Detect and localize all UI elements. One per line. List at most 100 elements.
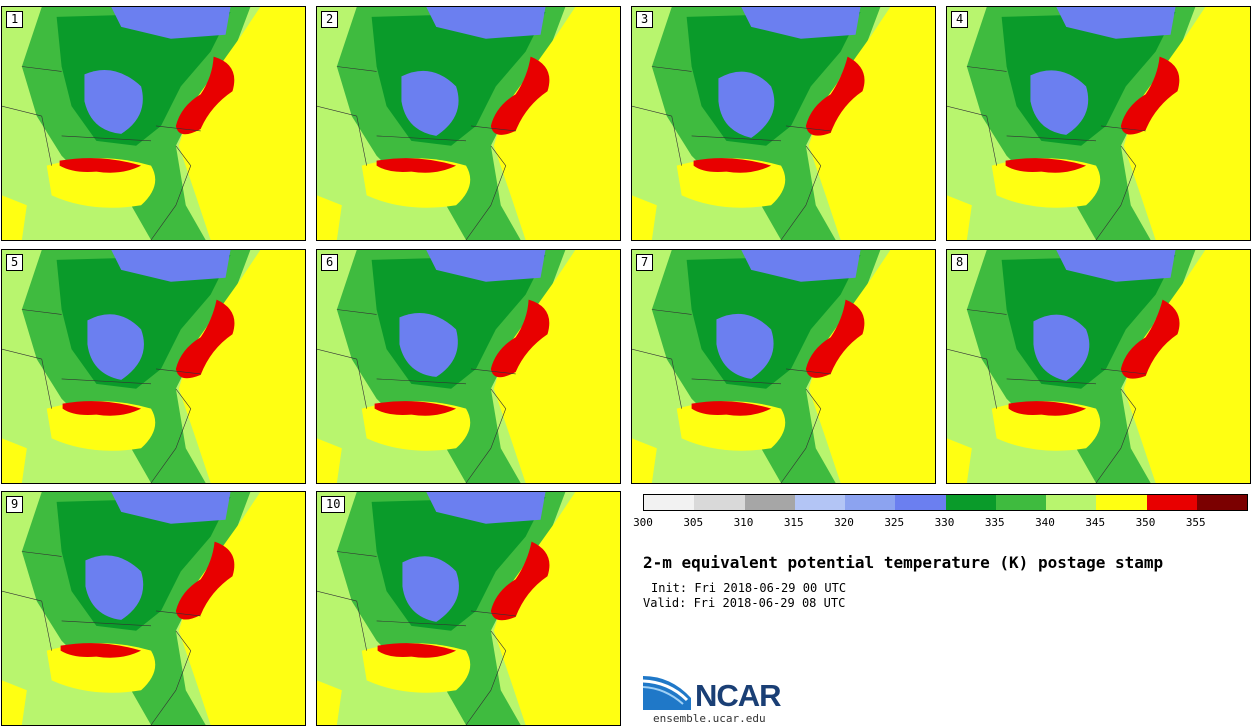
panel-2: 2 [316, 6, 621, 241]
warm-region [493, 492, 620, 725]
panel-7: 7 [631, 249, 936, 484]
warm-region [317, 438, 342, 483]
map-4 [947, 7, 1250, 240]
logo-text: NCAR [695, 678, 782, 713]
cool-region [399, 313, 458, 377]
cool-region [85, 555, 144, 620]
cool-region [402, 556, 459, 622]
state-boundary-lines [632, 309, 831, 483]
state-boundary-lines [317, 551, 516, 725]
warm-region [947, 195, 972, 240]
hot-region [60, 643, 142, 658]
legend-swatch [1146, 495, 1197, 510]
map-1 [2, 7, 305, 240]
warm-region [632, 195, 657, 240]
hot-region [490, 541, 550, 621]
warm-region [46, 401, 156, 451]
legend-swatch [945, 495, 996, 510]
warm-region [493, 250, 620, 483]
panel-number: 9 [6, 496, 24, 513]
cool-region [1030, 70, 1089, 135]
panel-number: 6 [321, 254, 339, 271]
hot-region [490, 299, 550, 378]
warm-region [178, 250, 305, 483]
warm-region [317, 195, 342, 240]
legend-swatch [794, 495, 845, 510]
state-boundary-lines [317, 309, 516, 483]
panel-number: 2 [321, 11, 339, 28]
legend-tick-label: 325 [884, 516, 905, 529]
hot-region [691, 401, 772, 416]
hot-region [1005, 158, 1087, 173]
state-boundary-lines [947, 66, 1146, 240]
warm-region [493, 7, 620, 240]
legend-swatch [995, 495, 1046, 510]
warm-region [676, 158, 786, 208]
warm-region [361, 643, 471, 693]
hot-region [175, 56, 235, 135]
state-boundary-lines [317, 66, 516, 240]
map-6 [317, 250, 620, 483]
warm-region [2, 195, 27, 240]
panel-number: 4 [951, 11, 969, 28]
map-5 [2, 250, 305, 483]
panel-number: 10 [321, 496, 346, 513]
legend-tick-label: 330 [934, 516, 955, 529]
panel-6: 6 [316, 249, 621, 484]
legend-swatch [1096, 495, 1147, 510]
warm-region [178, 492, 305, 725]
legend-ticks: 300 305 310 315 320 325 330 335 340 345 350 355 [633, 516, 1260, 530]
map-3 [632, 7, 935, 240]
color-legend: 300 305 310 315 320 325 330 335 340 345 350 355 [633, 494, 1260, 530]
cool-region [111, 7, 231, 39]
hot-region [1008, 401, 1087, 416]
hot-region [1120, 299, 1180, 379]
hot-region [175, 541, 235, 620]
cool-region [111, 492, 231, 524]
cool-region [718, 71, 775, 138]
hot-region [175, 299, 235, 379]
valid-time: Valid: Fri 2018-06-29 08 UTC [643, 596, 846, 610]
legend-swatch [694, 495, 745, 510]
logo-site: ensemble.ucar.edu [653, 712, 766, 725]
state-boundary-lines [2, 66, 201, 240]
hot-region [805, 56, 865, 136]
legend-swatch [744, 495, 795, 510]
map-7 [632, 250, 935, 483]
legend-swatch [644, 495, 695, 510]
hot-region [376, 158, 457, 173]
panel-number: 7 [636, 254, 654, 271]
legend-tick-label: 305 [683, 516, 704, 529]
hot-region [490, 56, 550, 135]
map-9 [2, 492, 305, 725]
warm-region [1123, 250, 1250, 483]
legend-tick-label: 335 [984, 516, 1005, 529]
hot-region [59, 158, 142, 173]
legend-swatch [1046, 495, 1097, 510]
state-boundary-lines [2, 551, 201, 725]
panel-4: 4 [946, 6, 1251, 241]
warm-region [178, 7, 305, 240]
panel-9: 9 [1, 491, 306, 726]
warm-region [991, 401, 1101, 451]
cool-region [111, 250, 231, 282]
legend-tick-label: 340 [1035, 516, 1055, 529]
init-time: Init: Fri 2018-06-29 00 UTC [651, 581, 847, 595]
cool-region [87, 314, 144, 380]
cool-region [84, 70, 143, 134]
panel-10: 10 [316, 491, 621, 726]
legend-tick-label: 345 [1085, 516, 1106, 529]
hot-region [62, 401, 142, 416]
warm-region [1123, 7, 1250, 240]
plot-title: 2-m equivalent potential temperature (K)… [643, 553, 1164, 572]
warm-region [947, 438, 972, 483]
warm-region [632, 438, 657, 483]
hot-region [805, 299, 865, 378]
cool-region [741, 7, 861, 39]
cool-region [426, 492, 546, 524]
warm-region [2, 438, 27, 483]
cool-region [1056, 7, 1176, 39]
legend-tick-label: 355 [1185, 516, 1206, 529]
panel-1: 1 [1, 6, 306, 241]
cool-region [1056, 250, 1176, 282]
